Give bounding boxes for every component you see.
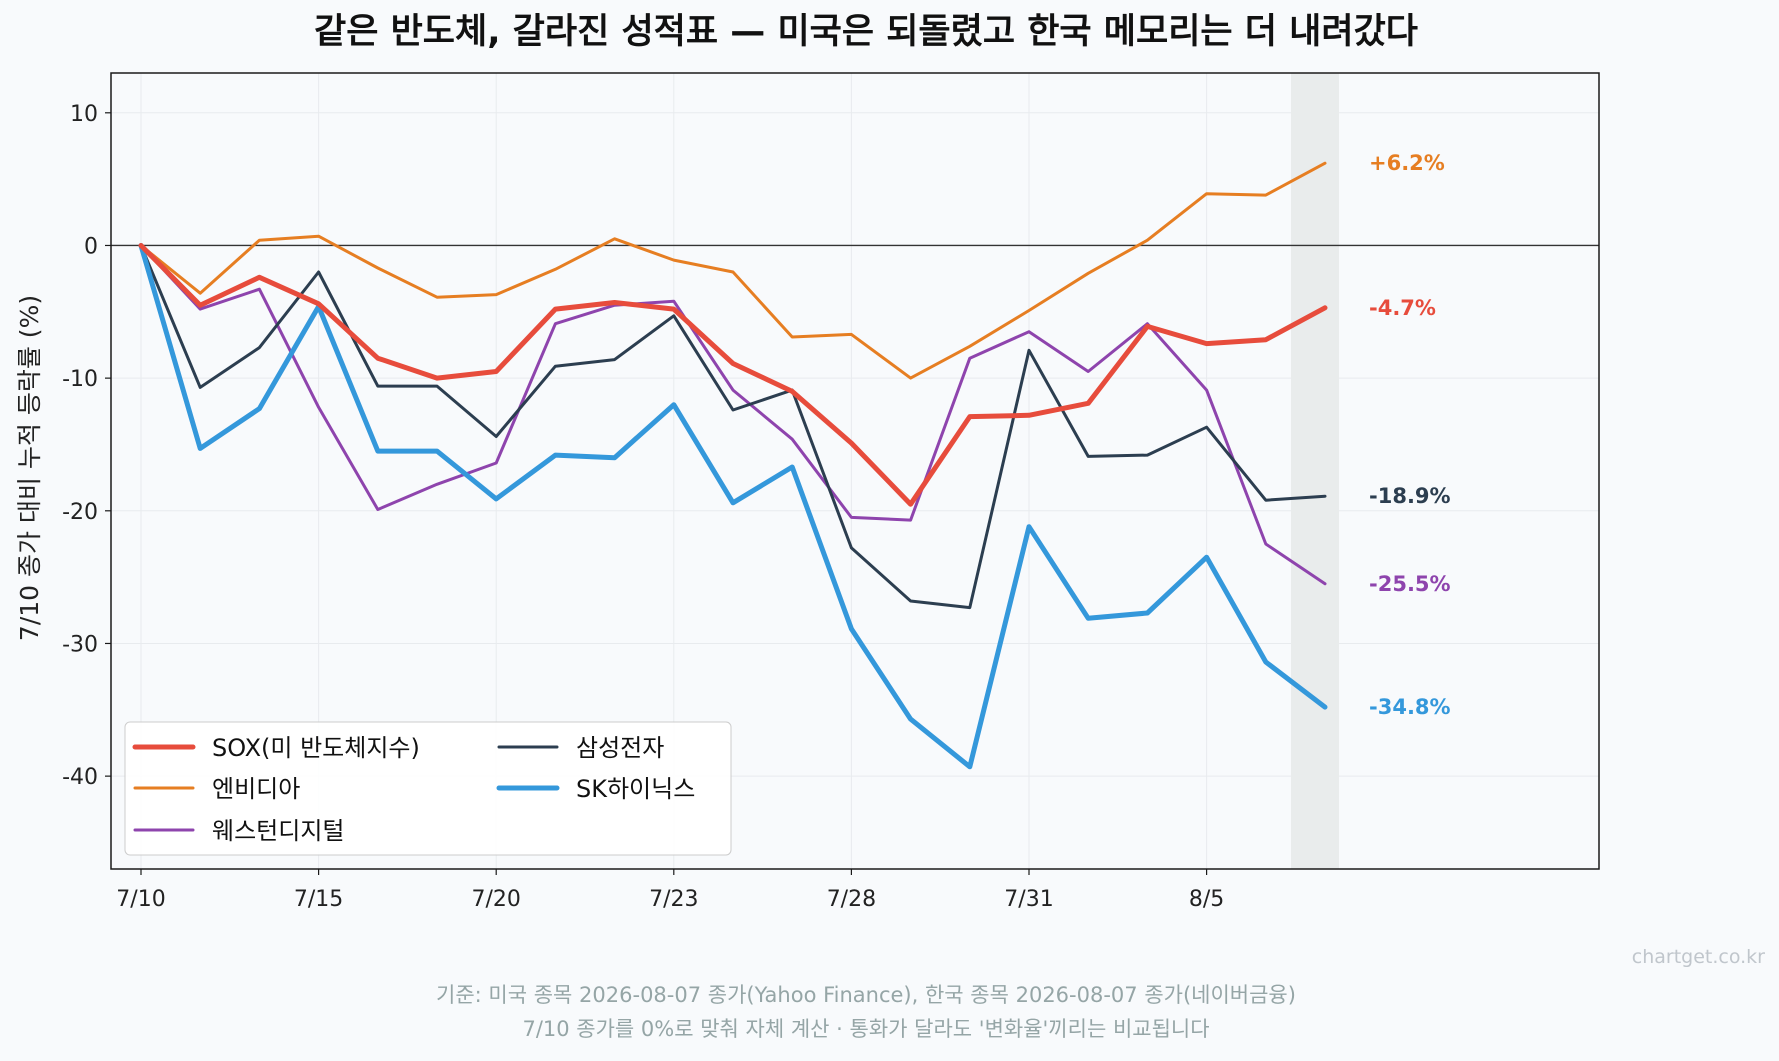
legend-label: SK하이닉스 — [576, 775, 695, 803]
x-axis-ticks: 7/10 7/15 7/20 7/23 7/28 7/31 8/5 — [116, 869, 1224, 912]
x-tick-label: 7/31 — [1004, 887, 1053, 912]
legend-label: 웨스턴디지털 — [212, 817, 344, 845]
series-end-label: -18.9% — [1369, 484, 1451, 508]
end-labels: -4.7% +6.2% -25.5% -18.9% -34.8% — [1369, 151, 1451, 719]
footer-line-1: 기준: 미국 종목 2026-08-07 종가(Yahoo Finance), … — [436, 983, 1296, 1007]
legend-label: 엔비디아 — [212, 775, 300, 803]
plot-border — [110, 72, 1600, 870]
x-tick-label: 8/5 — [1189, 887, 1224, 912]
highlight-band-rect — [1291, 73, 1339, 869]
legend-label: 삼성전자 — [576, 734, 664, 762]
series-lines — [138, 161, 1328, 770]
x-tick-label: 7/20 — [471, 887, 520, 912]
series-line — [138, 243, 1328, 507]
y-axis-label: 7/10 종가 대비 누적 등락률 (%) — [15, 295, 44, 641]
series-line — [138, 243, 1328, 770]
legend-box — [124, 721, 732, 856]
series-line — [139, 161, 1327, 380]
y-tick-label: 0 — [84, 234, 98, 259]
highlight-band — [1291, 73, 1339, 869]
series-end-label: +6.2% — [1369, 151, 1445, 175]
y-tick-label: -40 — [62, 765, 98, 790]
x-tick-label: 7/15 — [294, 887, 343, 912]
x-tick-label: 7/10 — [116, 887, 165, 912]
watermark: chartget.co.kr — [1632, 946, 1765, 968]
series-line — [139, 244, 1327, 586]
x-tick-label: 7/23 — [649, 887, 698, 912]
footer-line-2: 7/10 종가를 0%로 맞춰 자체 계산 · 통화가 달라도 '변화율'끼리는… — [522, 1017, 1209, 1041]
series-line — [139, 244, 1327, 610]
plot-frame — [110, 72, 1600, 870]
x-tick-label: 7/28 — [827, 887, 876, 912]
y-tick-label: -20 — [62, 500, 98, 525]
chart-title: 같은 반도체, 갈라진 성적표 — 미국은 되돌렸고 한국 메모리는 더 내려갔… — [314, 12, 1418, 52]
y-axis-ticks: 10 0 -10 -20 -30 -40 — [62, 102, 111, 790]
series-end-label: -34.8% — [1369, 695, 1451, 719]
series-end-label: -25.5% — [1369, 572, 1451, 596]
y-tick-label: 10 — [70, 102, 98, 127]
series-end-label: -4.7% — [1369, 296, 1436, 320]
legend-label: SOX(미 반도체지수) — [212, 734, 420, 762]
y-tick-label: -10 — [62, 367, 98, 392]
y-tick-label: -30 — [62, 632, 98, 657]
